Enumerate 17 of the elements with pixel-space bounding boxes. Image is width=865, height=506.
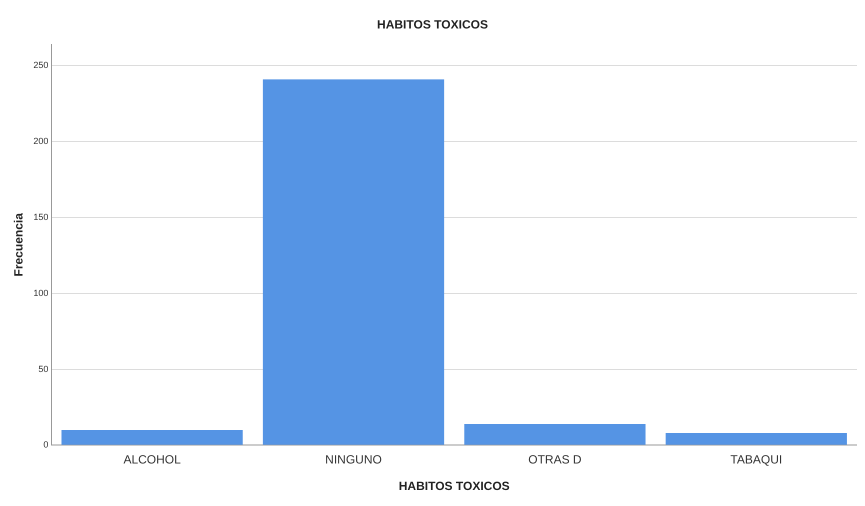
y-tick-label: 0 [43,440,48,450]
y-axis-title: Frecuencia [12,212,26,276]
y-tick-label: 50 [38,364,48,374]
bar [666,433,847,445]
bar [61,430,243,445]
bar [262,79,444,445]
x-tick-label: TABAQUI [730,452,782,467]
x-tick-label: ALCOHOL [123,452,182,467]
chart-title: HABITOS TOXICOS [377,18,488,32]
y-tick-label: 150 [33,212,48,222]
y-tick-label: 250 [33,60,48,70]
y-tick-label: 100 [33,288,48,298]
x-tick-label: OTRAS D [528,452,582,467]
y-tick-label: 200 [33,136,48,146]
bar [464,424,646,445]
x-tick-label: NINGUNO [325,452,382,467]
x-axis-title: HABITOS TOXICOS [398,479,510,494]
